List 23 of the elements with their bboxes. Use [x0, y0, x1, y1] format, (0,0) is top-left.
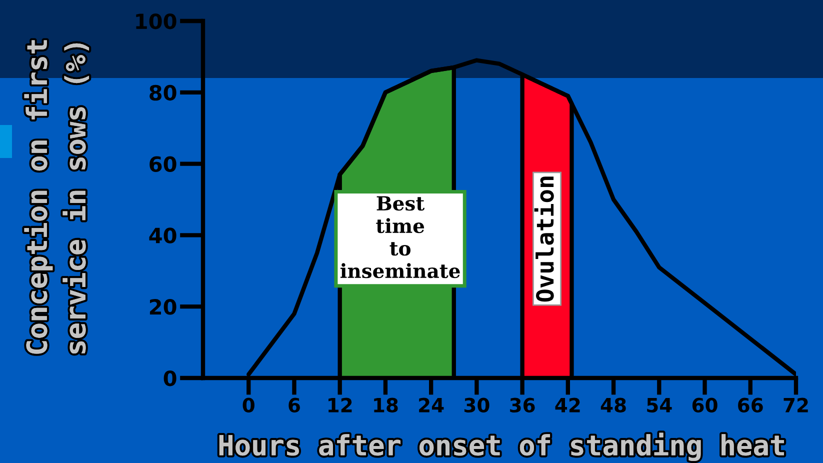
x-tick-label: 48 — [600, 398, 626, 412]
x-tick-label: 24 — [419, 398, 444, 412]
y-tick-label: 60 — [150, 156, 176, 172]
y-tick-label: 40 — [149, 228, 176, 244]
x-tick-label: 0 — [242, 398, 254, 412]
x-tick-label: 30 — [464, 398, 490, 412]
x-tick-label: 66 — [738, 398, 763, 412]
x-tick-label: 42 — [555, 398, 580, 412]
x-tick-label: 60 — [692, 398, 718, 412]
x-tick-label: 54 — [647, 398, 672, 412]
x-tick-label: 18 — [374, 398, 398, 412]
x-tick-label: 6 — [288, 398, 300, 412]
band-label: Ovulation — [534, 176, 554, 302]
y-tick-label: 0 — [164, 370, 176, 386]
y-tick-label: 20 — [150, 299, 176, 315]
y-tick-label: 100 — [136, 13, 176, 30]
y-axis-title: Conception on first service in sows (%) — [24, 40, 90, 354]
x-axis-title: Hours after onset of standing heat — [219, 432, 784, 462]
band-label: Best time to inseminate — [340, 196, 460, 278]
x-tick-label: 36 — [510, 398, 535, 412]
y-tick-label: 80 — [150, 84, 176, 101]
x-tick-label: 12 — [328, 398, 352, 412]
x-tick-label: 72 — [784, 398, 808, 412]
